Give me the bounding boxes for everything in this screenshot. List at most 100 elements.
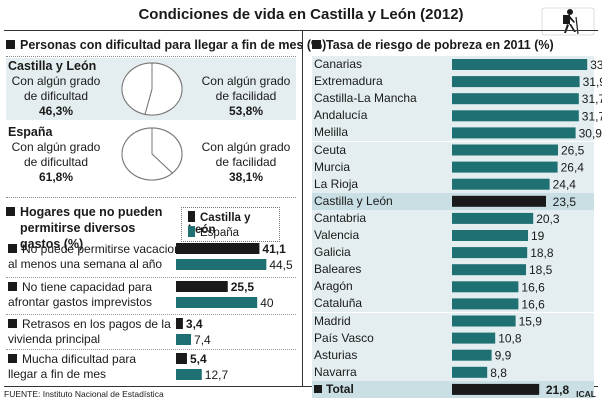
- expense-label-2: Retrasos en los pagos de la vivienda prin…: [8, 317, 171, 347]
- expense-value-cyl-3: 5,4: [190, 352, 207, 366]
- pie-cyl-slice-1: [121, 62, 153, 115]
- poverty-bar-3: [452, 110, 579, 122]
- column-divider: [302, 30, 303, 386]
- poverty-label: Valencia: [314, 228, 360, 242]
- poverty-label: Castilla-La Mancha: [314, 91, 417, 106]
- poverty-value-1: 31,9: [583, 75, 602, 89]
- poverty-label: Total: [326, 381, 354, 396]
- poverty-value-8: 23,5: [553, 195, 577, 209]
- expense-value-cyl-1: 25,5: [231, 280, 255, 294]
- bullet-square-icon: [8, 244, 17, 253]
- expense-bar-cyl-2: [176, 318, 183, 329]
- poverty-value-0: 33,8: [590, 58, 602, 72]
- expense-label-3-line2: llegar a fin de mes: [8, 367, 107, 381]
- poverty-label: Melilla: [314, 125, 349, 140]
- cyl-right-text: Con algún grado de facilidad: [201, 74, 291, 103]
- es-left-label: Con algún grado de dificultad 61,8%: [6, 140, 106, 185]
- poverty-value-19: 21,8: [546, 383, 570, 397]
- poverty-label: Extremadura: [314, 74, 383, 89]
- expense-label-3: Mucha dificultad para llegar a fin de mes: [8, 352, 136, 382]
- bullet-square-icon: [6, 40, 15, 49]
- poverty-value-14: 16,6: [521, 297, 545, 311]
- poverty-value-3: 31,7: [582, 109, 602, 123]
- bullet-square-icon: [8, 354, 17, 363]
- poverty-bar-13: [452, 281, 519, 293]
- poverty-label: Aragón: [314, 279, 353, 294]
- legend-text-es: España: [200, 227, 240, 239]
- poverty-value-9: 20,3: [536, 212, 560, 226]
- expense-label-0: No puede permitirse vacaciones al menos u…: [8, 242, 193, 272]
- expenses-title: Hogares que no pueden permitirse diverso…: [6, 204, 170, 252]
- es-right-label: Con algún grado de facilidad 38,1%: [196, 140, 296, 185]
- poverty-value-4: 30,9: [579, 126, 602, 140]
- poverty-label: Canarias: [314, 57, 363, 71]
- top-rule: [4, 30, 598, 31]
- bullet-square-icon: [8, 319, 17, 328]
- poverty-label: País Vasco: [314, 330, 374, 345]
- poverty-label: Castilla y León: [314, 193, 393, 208]
- expense-value-cyl-2: 3,4: [186, 317, 203, 331]
- legend-item-es: España: [188, 226, 239, 239]
- legend: Castilla y León España: [181, 207, 280, 242]
- section-separator: [6, 56, 296, 57]
- expense-bar-cyl-0: [176, 243, 260, 254]
- expense-bar-es-2: [176, 334, 192, 345]
- poverty-value-11: 18,8: [530, 246, 554, 260]
- agency-credit: ICAL: [576, 389, 596, 399]
- es-left-text: Con algún grado de dificultad: [11, 140, 101, 169]
- poverty-title-text: Tasa de riesgo de pobreza en 2011 (%): [326, 38, 554, 52]
- poverty-value-7: 24,4: [553, 178, 577, 192]
- poverty-label: La Rioja: [314, 176, 359, 191]
- pie-cyl-slice-0: [144, 62, 183, 116]
- expense-value-es-1: 40: [260, 296, 274, 310]
- poverty-bar-15: [452, 315, 516, 327]
- legend-swatch-dark: [188, 211, 195, 222]
- poverty-bar-4: [452, 127, 576, 139]
- poverty-title: Tasa de riesgo de pobreza en 2011 (%): [312, 38, 554, 52]
- bullet-square-icon: [314, 384, 322, 393]
- poverty-label: Murcia: [314, 159, 351, 174]
- poverty-value-5: 26,5: [561, 144, 585, 158]
- cyl-left-label: Con algún grado de dificultad 46,3%: [6, 74, 106, 119]
- expense-bar-cyl-3: [176, 353, 187, 364]
- expense-label-0-line2: al menos una semana al año: [8, 257, 163, 271]
- poverty-value-17: 9,9: [495, 349, 512, 363]
- row-separator: [6, 349, 296, 350]
- expense-label-1-line1: No tiene capacidad para: [22, 280, 153, 294]
- expense-bar-es-1: [176, 297, 258, 308]
- cyl-right-value: 53,8%: [228, 104, 264, 118]
- row-separator: [6, 277, 296, 278]
- poverty-bar-10: [452, 230, 528, 241]
- poverty-label: Asturias: [314, 347, 358, 362]
- expense-value-cyl-0: 41,1: [262, 242, 286, 256]
- expense-label-1: No tiene capacidad para afrontar gastos i…: [8, 280, 152, 310]
- es-left-value: 61,8%: [38, 170, 74, 184]
- expense-label-0-line1: No puede permitirse vacaciones: [22, 242, 194, 256]
- poverty-label: Madrid: [314, 313, 351, 328]
- poverty-bar-2: [452, 93, 579, 105]
- poverty-label: Galicia: [314, 245, 351, 260]
- poverty-label: Cantabria: [314, 210, 367, 225]
- poverty-bar-14: [452, 298, 519, 310]
- poverty-bar-16: [452, 332, 496, 344]
- poverty-value-18: 8,8: [490, 366, 507, 380]
- expense-bar-es-3: [176, 369, 202, 380]
- poverty-value-12: 18,5: [529, 263, 553, 277]
- cyl-left-text: Con algún grado de dificultad: [11, 74, 101, 103]
- expense-value-es-0: 44,5: [269, 258, 293, 272]
- poverty-label: Navarra: [314, 364, 357, 379]
- cyl-right-label: Con algún grado de facilidad 53,8%: [196, 74, 296, 119]
- poverty-bar-7: [452, 178, 550, 190]
- pie-es-slice-1: [121, 127, 174, 181]
- row-separator: [6, 314, 296, 315]
- difficulty-title-text: Personas con dificultad para llegar a fi…: [20, 38, 327, 52]
- poverty-bar-0: [452, 59, 588, 70]
- cyl-region-label: Castilla y León: [8, 59, 97, 73]
- difficulty-title: Personas con dificultad para llegar a fi…: [6, 38, 326, 52]
- es-right-text: Con algún grado de facilidad: [201, 140, 291, 169]
- poverty-bar-5: [452, 144, 558, 156]
- hiker-icon: [541, 7, 595, 36]
- expense-bar-es-0: [176, 259, 267, 270]
- poverty-label: Ceuta: [314, 142, 347, 157]
